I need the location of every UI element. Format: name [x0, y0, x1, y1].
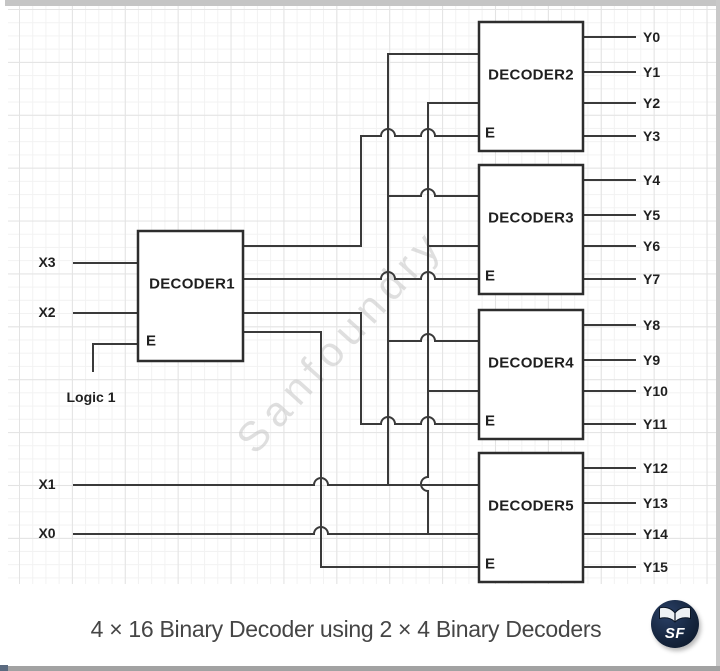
output-label-y6: Y6 — [643, 238, 661, 254]
decoder4-enable-label: E — [484, 412, 496, 430]
wire-x1 — [73, 477, 479, 486]
output-label-y1: Y1 — [643, 64, 661, 80]
decoder5-enable-label: E — [484, 555, 496, 573]
output-label-y4: Y4 — [643, 172, 661, 188]
decoder1-name: DECODER1 — [149, 275, 235, 293]
sanfoundry-logo: SF — [651, 600, 699, 648]
wire-x1-to-decoder3 — [388, 188, 479, 197]
wire-out2-to-decoder3-e — [243, 271, 479, 280]
decoder2-enable-label: E — [484, 124, 496, 142]
wire-x0-bus — [420, 102, 479, 533]
output-label-y3: Y3 — [643, 128, 661, 144]
output-label-y9: Y9 — [643, 352, 661, 368]
wire-x1-to-decoder4 — [388, 333, 479, 342]
frame-bottom-nub — [0, 665, 8, 671]
output-label-y2: Y2 — [643, 95, 661, 111]
wire-out3-to-decoder4-e — [243, 312, 479, 425]
output-label-y5: Y5 — [643, 207, 661, 223]
output-label-y8: Y8 — [643, 317, 661, 333]
decoder3-name: DECODER3 — [488, 209, 574, 227]
input-label-x1: X1 — [38, 476, 56, 492]
input-label-x0: X0 — [38, 525, 56, 541]
frame-bottom — [0, 666, 720, 671]
input-label-x2: X2 — [38, 304, 56, 320]
output-label-y13: Y13 — [643, 495, 668, 511]
output-label-y15: Y15 — [643, 559, 668, 575]
output-label-y11: Y11 — [643, 416, 668, 432]
decoder1-box — [136, 229, 245, 363]
output-label-y0: Y0 — [643, 29, 661, 45]
wire-out4-to-decoder5-e — [243, 331, 479, 568]
decoder5-name: DECODER5 — [488, 497, 574, 515]
frame-right — [716, 0, 720, 671]
output-label-y12: Y12 — [643, 460, 668, 476]
decoder2-name: DECODER2 — [488, 66, 574, 84]
frame-top — [5, 0, 720, 6]
output-label-y10: Y10 — [643, 383, 668, 399]
decoder5-box — [477, 451, 585, 584]
decoder3-enable-label: E — [484, 267, 496, 285]
output-label-y14: Y14 — [643, 526, 668, 542]
logic1-label: Logic 1 — [66, 389, 116, 405]
decoder4-box — [477, 308, 585, 441]
wire-out1-to-decoder2-e — [243, 128, 479, 247]
decoder4-name: DECODER4 — [488, 354, 574, 372]
output-label-y7: Y7 — [643, 271, 661, 287]
open-book-icon — [659, 606, 691, 623]
decoder3-box — [477, 163, 585, 296]
input-label-x3: X3 — [38, 254, 56, 270]
diagram-title: 4 × 16 Binary Decoder using 2 × 4 Binary… — [90, 616, 602, 642]
decoder2-box — [477, 20, 585, 153]
wire-x0 — [73, 526, 479, 535]
logo-text: SF — [664, 625, 686, 642]
wire-logic1-to-e1 — [92, 343, 138, 372]
decoder1-enable-label: E — [145, 332, 157, 350]
